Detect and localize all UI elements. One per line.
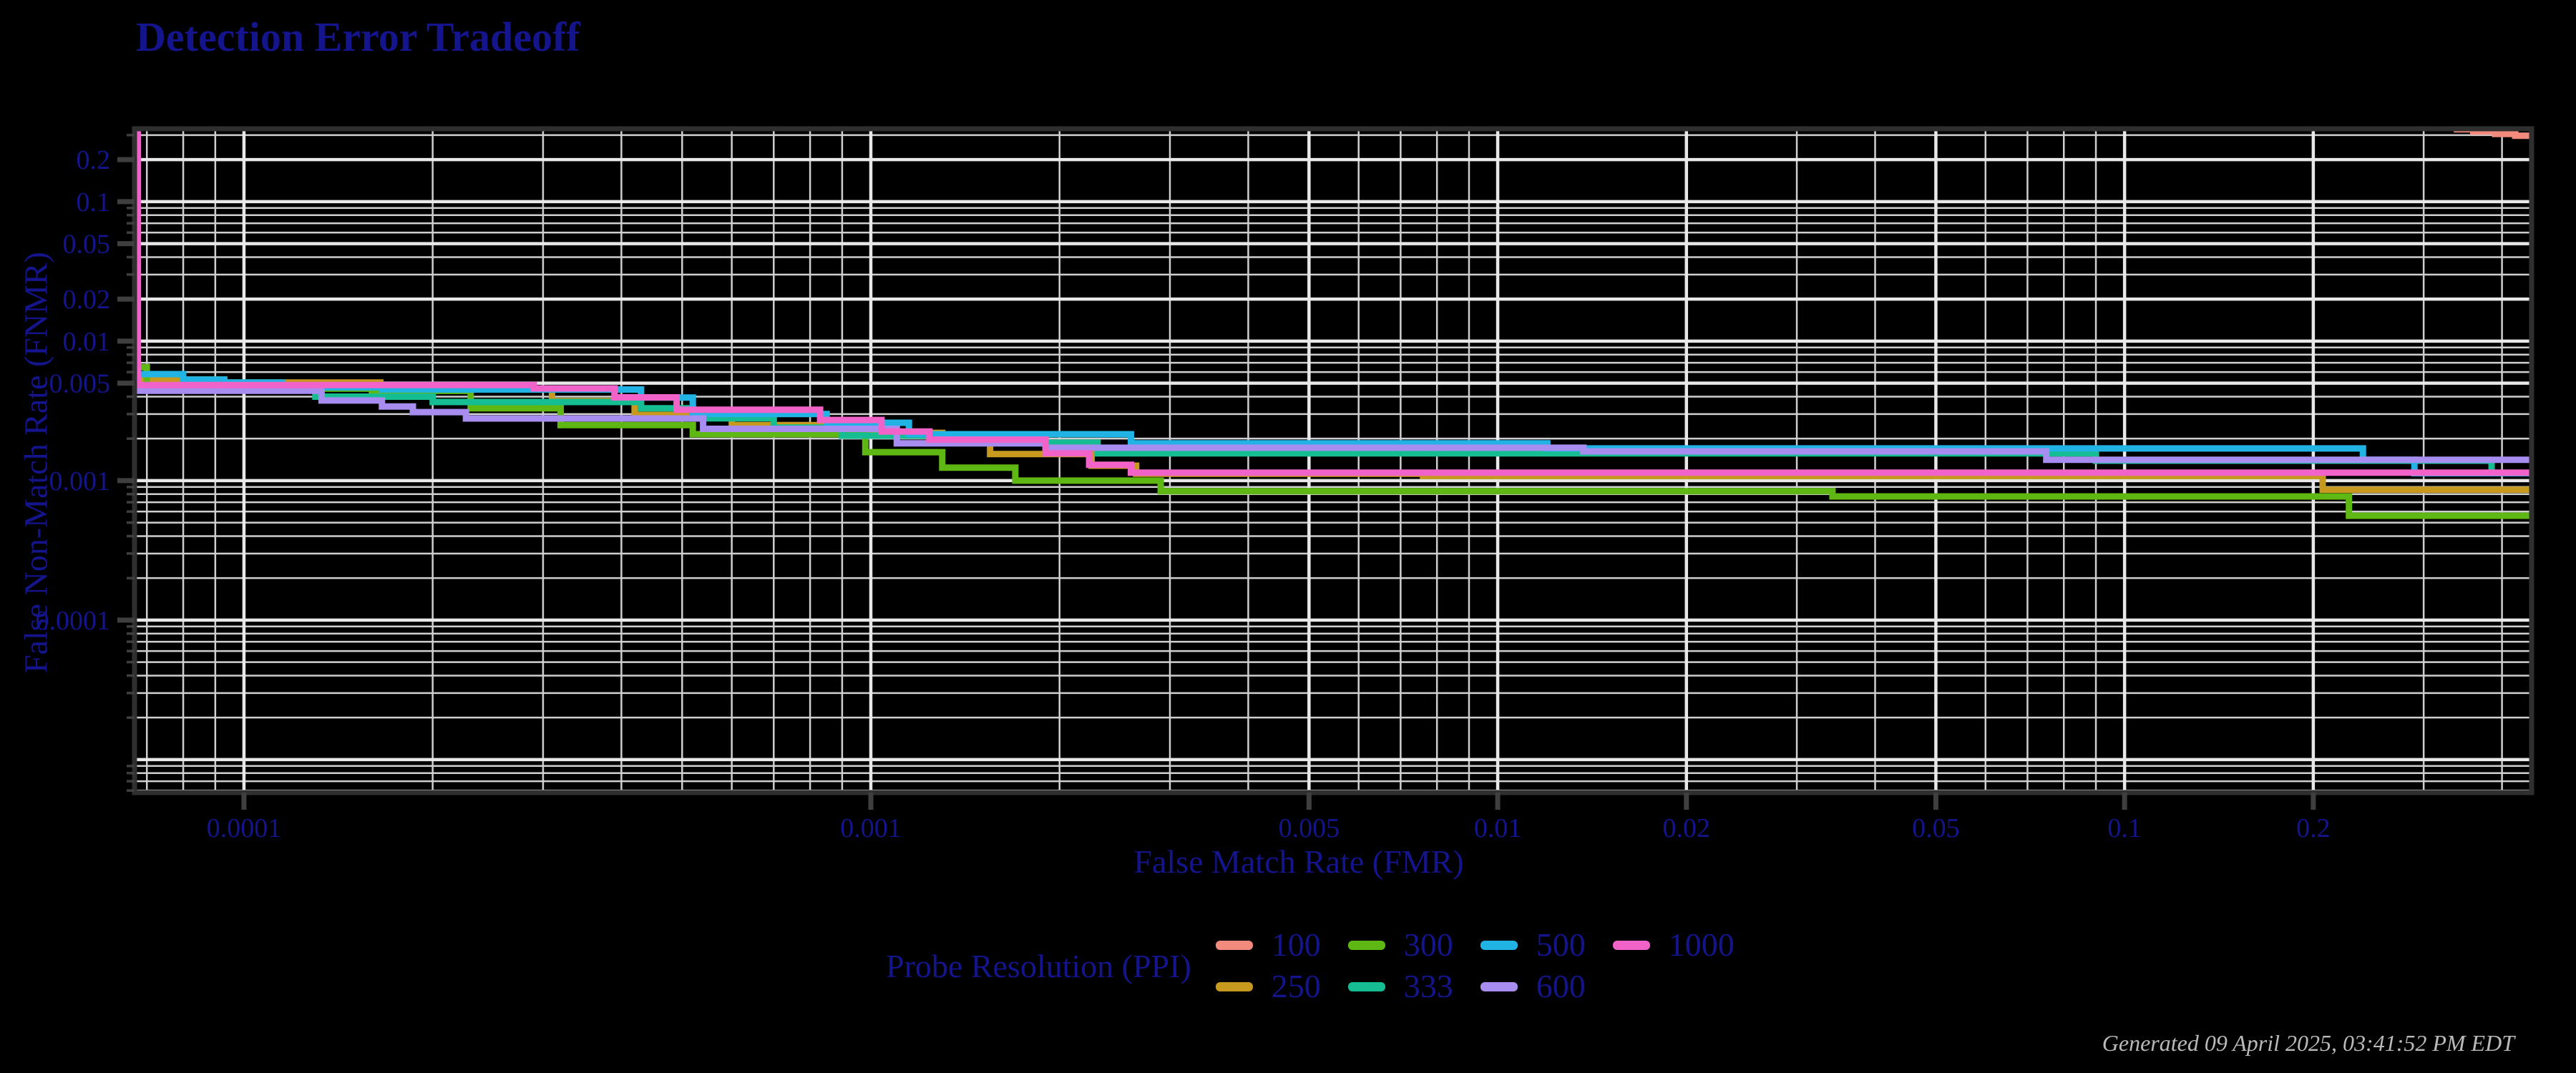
legend-entry-600: 600 [1480, 970, 1613, 1003]
x-tick-label-0.2: 0.2 [2296, 813, 2331, 843]
legend-swatch-333 [1347, 981, 1385, 991]
legend-swatch-100 [1215, 940, 1253, 950]
legend-label-333: 333 [1403, 968, 1453, 1004]
y-axis-title: False Non-Match Rate (FNMR) [17, 252, 54, 673]
generated-timestamp: Generated 09 April 2025, 03:41:52 PM EDT [2102, 1030, 2514, 1056]
legend-entry-333: 333 [1347, 968, 1480, 1004]
x-tick-label-0.005: 0.005 [1279, 813, 1340, 843]
legend-swatch-600 [1480, 981, 1518, 991]
legend-entry-300: 300 [1347, 926, 1480, 963]
x-tick-label-0.02: 0.02 [1663, 813, 1711, 843]
legend-swatch-1000 [1612, 940, 1650, 950]
major-gridlines [135, 129, 2532, 793]
axis-ticks [117, 134, 2316, 810]
legend: Probe Resolution (PPI) 100 300 500 1000 250 3… [886, 924, 1745, 1007]
plot-frame [132, 126, 2534, 795]
x-tick-label-0.1: 0.1 [2107, 813, 2142, 843]
legend-label-500: 500 [1536, 926, 1586, 963]
legend-label-300: 300 [1403, 926, 1453, 963]
det-curve-1000 [135, 129, 2532, 476]
legend-entry-100: 100 [1215, 926, 1348, 963]
y-tick-label-0.001: 0.001 [49, 466, 111, 496]
legend-swatch-300 [1347, 940, 1385, 950]
legend-entry-250: 250 [1215, 968, 1348, 1004]
tick-labels: 0.0001 0.001 0.005 0.01 0.02 0.05 0.1 0.2 0.2 0.1… [36, 145, 2331, 843]
legend-swatch-250 [1215, 981, 1253, 991]
x-axis-title-text: False Match Rate (FMR) [1133, 843, 1464, 880]
legend-label-1000: 1000 [1668, 926, 1735, 963]
legend-label-250: 250 [1271, 968, 1321, 1004]
legend-swatch-500 [1480, 940, 1518, 950]
x-tick-label-0.001: 0.001 [840, 813, 902, 843]
chart-title: Detection Error Tradeoff [136, 14, 580, 60]
legend-label-100: 100 [1271, 926, 1321, 963]
y-tick-label-0.005: 0.005 [49, 369, 111, 399]
det-curves [135, 129, 2532, 519]
det-curve-600 [135, 387, 2532, 464]
legend-entry-1000: 1000 [1612, 926, 1745, 963]
legend-label-600: 600 [1536, 968, 1586, 1004]
y-tick-label-0.0001: 0.0001 [36, 606, 111, 636]
legend-entries: 100 300 500 1000 250 333 600 [1215, 924, 1745, 1007]
y-tick-label-0.1: 0.1 [77, 187, 111, 217]
minor-gridlines [135, 129, 2532, 793]
y-tick-label-0.01: 0.01 [63, 327, 111, 357]
plot-border [132, 126, 2534, 795]
legend-entry-500: 500 [1480, 929, 1613, 961]
y-tick-label-0.2: 0.2 [77, 145, 111, 175]
legend-title: Probe Resolution (PPI) [886, 947, 1191, 984]
y-tick-label-0.05: 0.05 [63, 230, 111, 260]
x-tick-label-0.05: 0.05 [1912, 813, 1960, 843]
y-tick-label-0.02: 0.02 [63, 285, 111, 315]
x-tick-label-0.01: 0.01 [1474, 813, 1522, 843]
x-tick-label-0.0001: 0.0001 [207, 813, 282, 843]
x-axis-title: False Match Rate (FMR) [0, 843, 2576, 881]
